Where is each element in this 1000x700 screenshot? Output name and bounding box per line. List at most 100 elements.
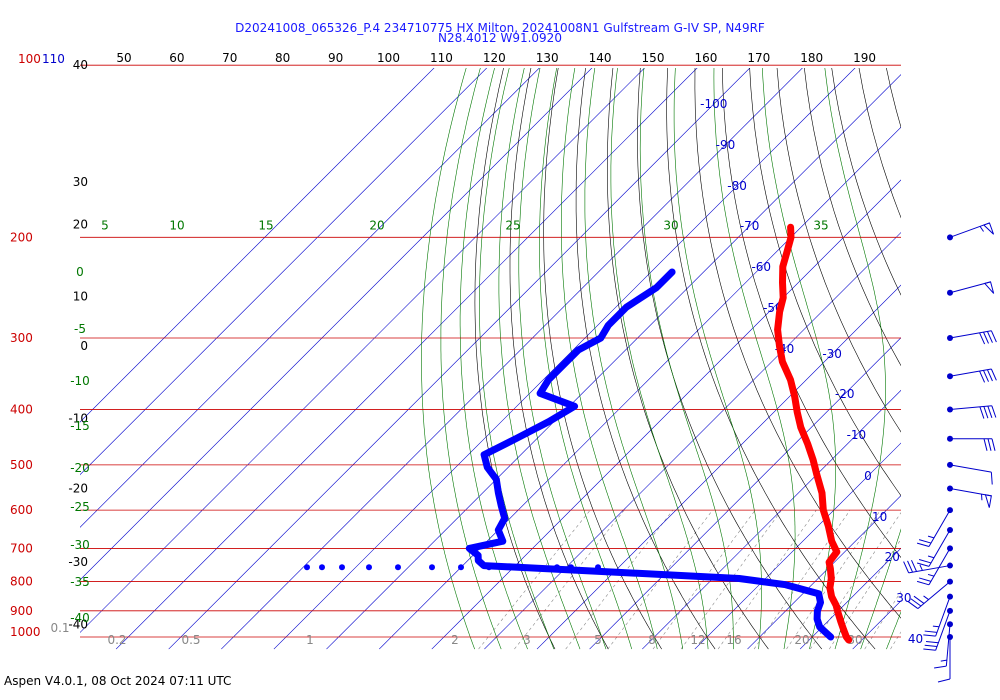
dewpoint-sample [486, 564, 492, 571]
moist-adiabat-line [713, 68, 796, 650]
wind-barb-staff [908, 565, 951, 574]
pressure-label: 500 [10, 458, 33, 472]
isotherm-label: 10 [872, 510, 887, 524]
wind-barb-staff [949, 488, 992, 497]
wind-barb [947, 461, 993, 485]
wind-barb-staff [949, 330, 992, 339]
axis-labels: 100 1102003004005006007008009001000403020… [10, 51, 923, 647]
mixing-ratio-label: 8 [648, 633, 656, 647]
dry-adiabat-line [509, 68, 609, 650]
dry-adiabat-label: 80 [275, 51, 290, 65]
pressure-label: 100 [18, 52, 41, 66]
sounding-profiles [304, 223, 853, 644]
isotherm-line [80, 68, 540, 528]
dewpoint-sample [568, 564, 574, 571]
moist-adiabat-line [673, 68, 762, 650]
wind-barb-feather [926, 641, 939, 644]
dry-adiabat-line [543, 68, 662, 650]
isotherm-line [80, 68, 488, 476]
dewpoint-sample [366, 564, 372, 571]
dry-adiabat-line [831, 68, 901, 296]
isotherm-label: -90 [716, 138, 736, 152]
isotherm-line [431, 179, 901, 650]
isotherm-line [115, 68, 698, 650]
wind-barb [916, 527, 953, 567]
moist-adiabat-line [610, 68, 709, 650]
wind-barb-feather [979, 332, 986, 345]
moist-adiabat-line [498, 68, 581, 650]
isotherm-line [958, 39, 1000, 649]
dewpoint-profile [465, 268, 835, 641]
wind-barb [937, 634, 953, 683]
moist-adiabat-label: 20 [369, 218, 384, 232]
dry-adiabat-line [606, 68, 769, 650]
wind-barb-feather [903, 561, 910, 574]
wind-barb [907, 578, 953, 609]
dewpoint-sample [319, 564, 325, 571]
dewpoint-sample [429, 564, 435, 571]
wind-barb [947, 330, 997, 345]
wind-barb [947, 435, 996, 451]
pressure-label: 1000 [10, 625, 41, 639]
dry-adiabat-label: 100 [377, 51, 400, 65]
wind-barb [934, 621, 953, 669]
moist-adiabat-label: -25 [70, 500, 90, 514]
isotherm-line [694, 442, 901, 650]
mixing-ratio-label: 3 [523, 633, 531, 647]
dry-adiabat-line [858, 68, 901, 219]
moist-adiabat-label: -20 [70, 461, 90, 475]
wind-barb-feather [937, 678, 951, 683]
wind-barb-feather [986, 369, 993, 382]
wind-barb [916, 507, 953, 548]
dewpoint-sample [304, 564, 310, 571]
wind-barb-half-feather [927, 573, 935, 577]
dry-adiabat-label: 120 [483, 51, 506, 65]
wind-barb [916, 545, 953, 586]
wind-barb-feather [923, 648, 936, 651]
wind-barb-staff [928, 548, 951, 586]
isotherm-label: 20 [885, 550, 900, 564]
moist-adiabat-line [860, 528, 901, 650]
wind-barb-feather [991, 438, 996, 451]
height-label: 40 [73, 58, 88, 72]
height-label: -10 [68, 412, 88, 426]
dry-adiabat-line [987, 39, 1000, 649]
moist-adiabat-line [539, 68, 632, 650]
wind-barb-feather [934, 665, 947, 669]
wind-barb-feather [910, 598, 922, 607]
mixing-ratio-label: 0.1 [50, 621, 69, 635]
isotherm-line [326, 74, 901, 650]
dry-adiabat-label: 90 [328, 51, 343, 65]
mixing-ratio-label: 20 [794, 633, 809, 647]
mixing-ratio-line [680, 509, 782, 650]
wind-barb-staff [935, 610, 951, 651]
isotherm-line [747, 495, 901, 650]
isotherm-line [273, 68, 856, 650]
wind-barb-feather [987, 405, 993, 419]
moist-adiabat-line [459, 68, 528, 650]
wind-barb-half-feather [940, 659, 947, 662]
wind-barb-feather [924, 644, 938, 648]
dewpoint-sample [395, 564, 401, 571]
height-label: 10 [73, 290, 88, 304]
wind-barb-feather [983, 331, 989, 344]
isotherm-line [80, 68, 645, 633]
moist-adiabat-label: 35 [813, 218, 828, 232]
wind-barb-half-feather [979, 226, 984, 232]
wind-barbs [903, 222, 997, 683]
pressure-label: 400 [10, 402, 33, 416]
height-label: -30 [68, 555, 88, 569]
wind-barb [923, 607, 953, 651]
wind-barb-feather [918, 577, 932, 582]
dry-adiabat-line [721, 68, 901, 559]
isotherm-line [852, 600, 901, 650]
wind-barb-half-feather [923, 595, 929, 600]
height-label: 30 [73, 175, 88, 189]
moist-adiabat-line [639, 68, 734, 650]
wind-barb-staff [917, 581, 951, 609]
isotherm-label: 30 [896, 591, 911, 605]
isotherm-line [642, 389, 901, 650]
wind-barb-flag [983, 281, 995, 294]
wind-barb [947, 405, 997, 419]
dry-adiabat-label: 180 [800, 51, 823, 65]
